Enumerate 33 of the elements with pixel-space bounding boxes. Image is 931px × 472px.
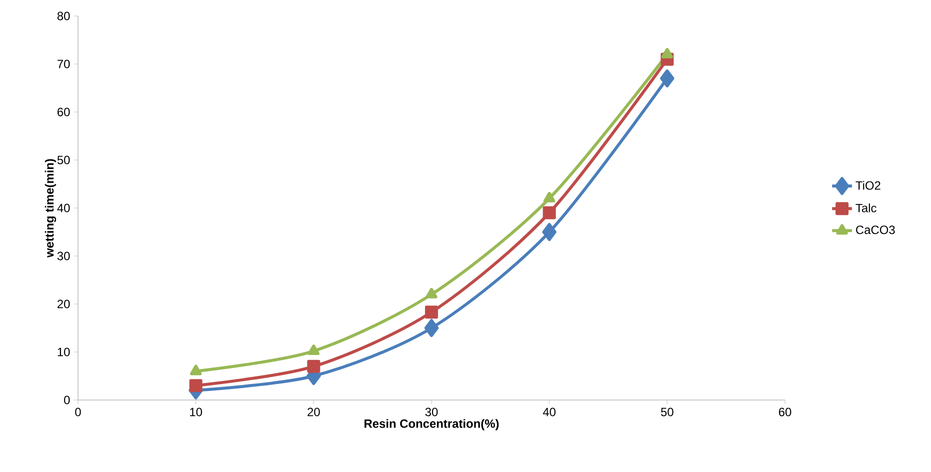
y-tick-label: 70 bbox=[58, 60, 70, 68]
x-axis-title: Resin Concentration(%) bbox=[364, 419, 499, 430]
x-tick-label: 0 bbox=[75, 408, 81, 416]
point bbox=[308, 344, 320, 356]
point bbox=[660, 69, 674, 88]
x-tick-label: 40 bbox=[542, 408, 556, 416]
point bbox=[426, 288, 438, 298]
x-tick-label: 60 bbox=[778, 408, 792, 416]
point bbox=[424, 319, 439, 337]
point bbox=[190, 364, 202, 376]
legend-label: CaCO3 bbox=[856, 226, 895, 234]
y-axis-title: wetting time(min) bbox=[44, 159, 56, 258]
y-tick-label: 10 bbox=[58, 348, 70, 356]
point bbox=[425, 306, 438, 319]
point bbox=[661, 48, 673, 58]
y-tick-label: 0 bbox=[64, 396, 70, 404]
y-tick-label: 60 bbox=[58, 108, 70, 116]
x-tick-label: 50 bbox=[661, 408, 674, 416]
legend-label: TiO2 bbox=[856, 180, 880, 190]
point bbox=[307, 360, 320, 373]
x-tick-label: 30 bbox=[425, 408, 438, 416]
point bbox=[542, 223, 556, 241]
y-tick-label: 50 bbox=[57, 156, 70, 164]
x-tick-label: 10 bbox=[190, 408, 202, 416]
y-tick-label: 40 bbox=[57, 204, 70, 212]
point bbox=[189, 379, 202, 392]
point bbox=[542, 206, 556, 220]
x-tick-label: 20 bbox=[308, 408, 320, 416]
legend-label: Talc bbox=[856, 204, 876, 212]
y-tick-label: 20 bbox=[58, 300, 70, 308]
y-tick-label: 80 bbox=[57, 12, 70, 20]
y-tick-label: 30 bbox=[57, 252, 70, 260]
point bbox=[544, 192, 556, 202]
